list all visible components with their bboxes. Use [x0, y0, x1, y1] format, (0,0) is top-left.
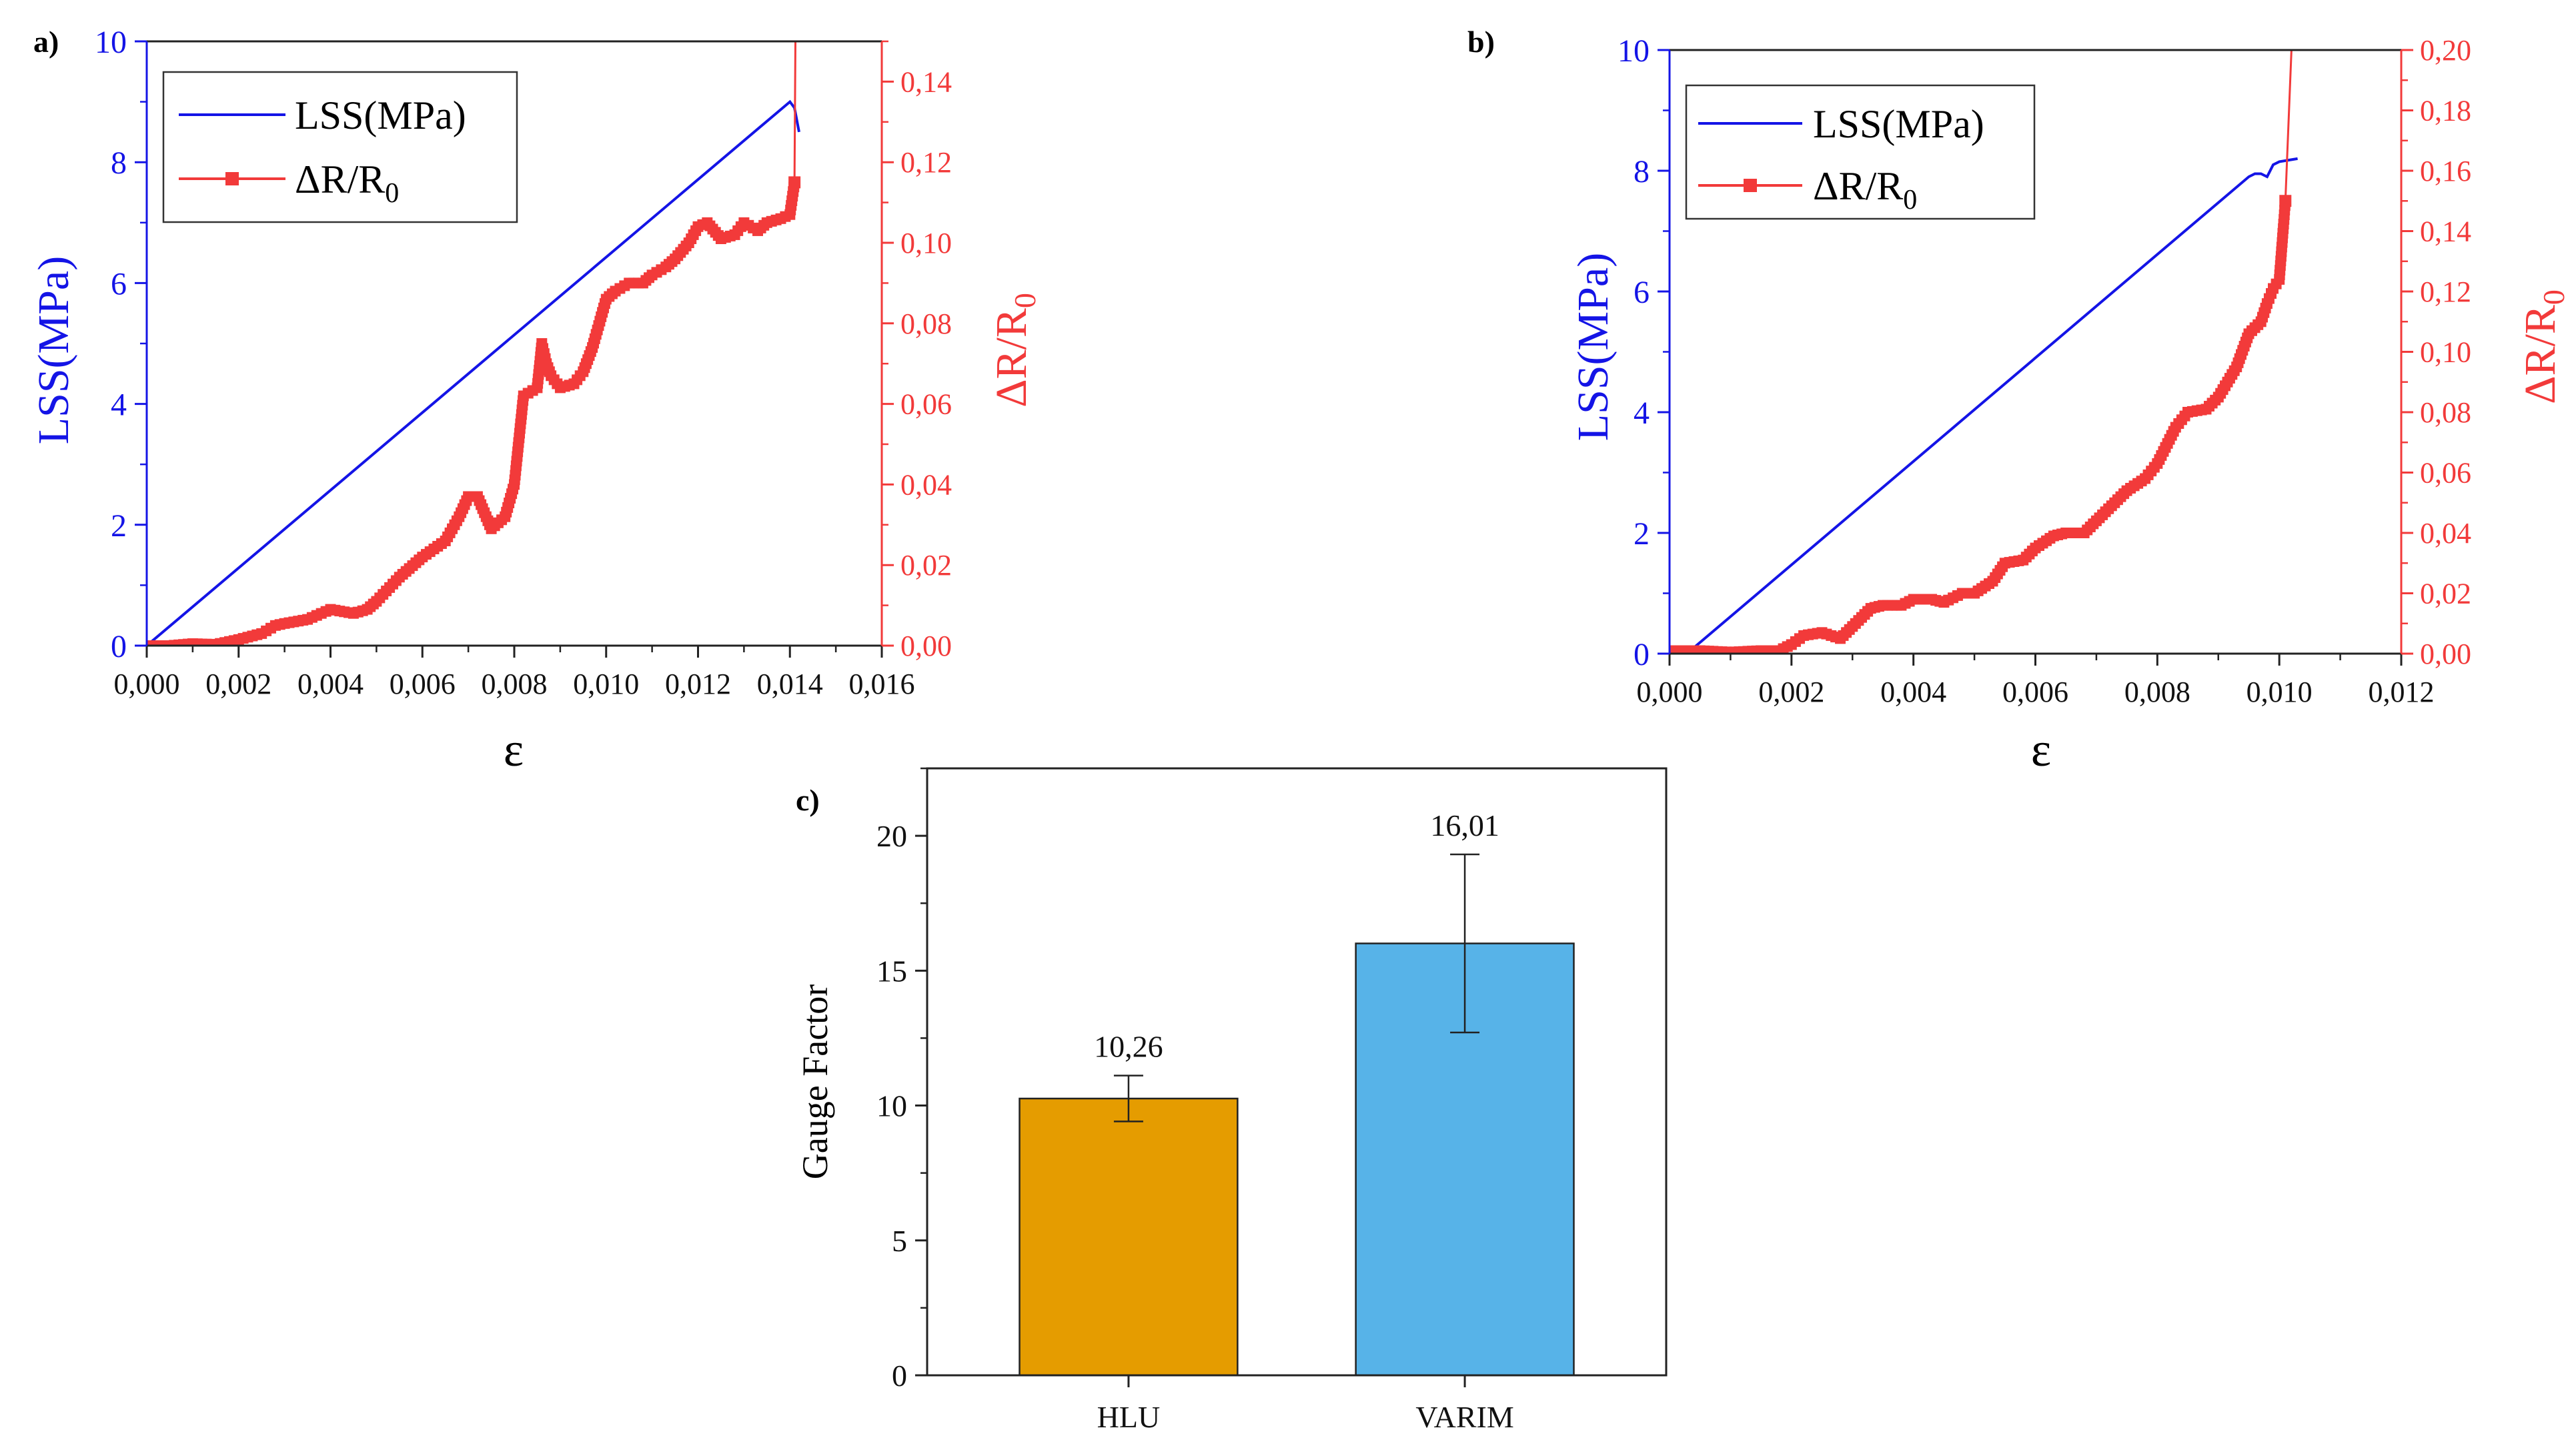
- y-right-tick-label: 0,02: [900, 549, 952, 582]
- y-left-tick-label: 0: [1634, 637, 1650, 672]
- series-dr-markers-b: [1670, 195, 2292, 654]
- x-tick-label: 0,016: [849, 668, 915, 700]
- series-dr-markers-a: [147, 176, 801, 646]
- x-tick-label: 0,002: [1758, 676, 1824, 708]
- series-lss-line-a: [147, 99, 800, 646]
- y-right-tick-label: 0,14: [2420, 215, 2471, 248]
- y-right-axis-label-a: ΔR/R0: [987, 293, 1042, 408]
- y-left-tick-label: 0: [111, 629, 127, 664]
- x-axis-label-b: ε: [2031, 723, 2051, 776]
- y-left-axis-label-b: LSS(MPa): [1569, 253, 1618, 441]
- y-left-tick-label: 6: [1634, 275, 1650, 310]
- y-right-tick-label: 0,04: [900, 468, 952, 501]
- y-right-tick-label: 0,10: [900, 227, 952, 259]
- y-tick-label: 15: [876, 954, 907, 988]
- x-tick-label: 0,006: [390, 668, 456, 700]
- chart-panel-a: a) 0,000 0,002 0,004 0,006 0,008 0,010 0,012 0,…: [29, 25, 1042, 776]
- legend-label-dr-a-sub: 0: [385, 178, 399, 209]
- legend-box-b: [1685, 84, 2036, 220]
- y-left-tick-label: 2: [1634, 516, 1650, 552]
- x-tick-label-varim: VARIM: [1415, 1400, 1513, 1434]
- x-tick-label: 0,010: [573, 668, 639, 700]
- y-right-tick-label: 0,08: [900, 307, 952, 340]
- x-tick-label: 0,006: [2002, 676, 2068, 708]
- plot-area-a: [147, 41, 801, 646]
- plot-area-b: [1670, 50, 2298, 654]
- y-axis-label-c: Gauge Factor: [795, 984, 835, 1179]
- y-right-tick-label: 0,14: [900, 65, 952, 98]
- y-right-tick-label: 0,12: [2420, 275, 2471, 308]
- legend-label-lss-b: LSS(MPa): [1813, 102, 1984, 146]
- y-tick-label: 20: [876, 819, 907, 853]
- y-right-tick-label: 0,08: [2420, 396, 2471, 429]
- legend-label-dr-b-sub: 0: [1903, 185, 1917, 215]
- dr-marker: [2279, 195, 2292, 207]
- y-tick-label: 5: [892, 1224, 907, 1258]
- y-right-axis-label-a-main: ΔR/R: [987, 308, 1036, 408]
- x-tick-label: 0,012: [665, 668, 731, 700]
- bar-hlu: [1019, 1097, 1239, 1377]
- y-right-tick-label: 0,04: [2420, 517, 2471, 550]
- y-right-tick-label: 0,06: [900, 388, 952, 421]
- x-tick-label: 0,004: [1880, 676, 1946, 708]
- y-right-tick-label: 0,10: [2420, 336, 2471, 369]
- x-tick-label: 0,004: [297, 668, 364, 700]
- chart-panel-b: b) 0,000 0,002 0,004 0,006 0,008 0,010 0,01202…: [1467, 25, 2571, 776]
- legend-marker-dr-b: [1744, 179, 1757, 192]
- y-left-tick-label: 2: [111, 508, 127, 544]
- legend-label-dr-a: ΔR/R0: [295, 157, 399, 209]
- legend-label-dr-a-main: ΔR/R: [295, 157, 385, 201]
- x-tick-label: 0,012: [2369, 676, 2435, 708]
- y-right-tick-label: 0,12: [900, 146, 952, 179]
- legend-a: LSS(MPa) ΔR/R0: [162, 71, 518, 223]
- x-tick-label: 0,008: [2124, 676, 2190, 708]
- legend-label-dr-b: ΔR/R0: [1813, 164, 1917, 215]
- panel-label-b: b): [1467, 25, 1495, 59]
- chart-panel-c: c) 10,26 16,01 HLU VARIM 0 5 10 15 20 Gauge Fac…: [795, 767, 1668, 1434]
- y-left-axis-label-a: LSS(MPa): [29, 256, 78, 444]
- legend-label-lss-a: LSS(MPa): [295, 93, 466, 137]
- y-left-tick-label: 4: [111, 388, 127, 423]
- y-right-tick-label: 0,06: [2420, 457, 2471, 490]
- y-right-tick-label: 0,20: [2420, 34, 2471, 67]
- y-right-tick-label: 0,16: [2420, 155, 2471, 187]
- x-tick-label: 0,000: [114, 668, 180, 700]
- plot-frame-c: [926, 767, 1668, 1377]
- x-tick-label: 0,010: [2246, 676, 2313, 708]
- y-left-tick-label: 6: [111, 266, 127, 301]
- y-right-axis-label-b: ΔR/R0: [2516, 289, 2571, 404]
- y-right-axis-label-a-sub: 0: [1008, 293, 1042, 308]
- x-tick-label-hlu: HLU: [1097, 1400, 1161, 1434]
- x-tick-label: 0,000: [1637, 676, 1703, 708]
- y-left-tick-label: 8: [1634, 154, 1650, 189]
- y-tick-label: 0: [892, 1359, 907, 1393]
- data-label-varim: 16,01: [1430, 808, 1499, 842]
- data-label-hlu: 10,26: [1094, 1030, 1163, 1064]
- x-tick-label: 0,014: [757, 668, 823, 700]
- y-left-tick-label: 8: [111, 145, 127, 181]
- y-left-tick-label: 4: [1634, 396, 1650, 431]
- y-right-tick-label: 0,00: [2420, 638, 2471, 670]
- x-tick-label: 0,008: [482, 668, 548, 700]
- y-right-axis-label-b-main: ΔR/R: [2516, 305, 2565, 404]
- dr-marker: [788, 176, 801, 189]
- x-tick-label: 0,002: [205, 668, 271, 700]
- legend-label-dr-b-main: ΔR/R: [1813, 164, 1903, 208]
- panel-label-a: a): [33, 25, 59, 59]
- y-left-tick-label: 10: [1618, 33, 1650, 69]
- legend-box-a: [162, 71, 518, 223]
- x-axis-label-a: ε: [504, 723, 524, 776]
- panel-label-c: c): [796, 783, 820, 817]
- legend-b: LSS(MPa) ΔR/R0: [1685, 84, 2036, 220]
- y-right-tick-label: 0,18: [2420, 95, 2471, 127]
- y-right-axis-label-b-sub: 0: [2537, 289, 2571, 305]
- y-tick-label: 10: [876, 1089, 907, 1123]
- y-left-tick-label: 10: [95, 25, 127, 60]
- legend-marker-dr-a: [225, 172, 239, 185]
- y-right-tick-label: 0,00: [900, 630, 952, 662]
- y-right-tick-label: 0,02: [2420, 578, 2471, 610]
